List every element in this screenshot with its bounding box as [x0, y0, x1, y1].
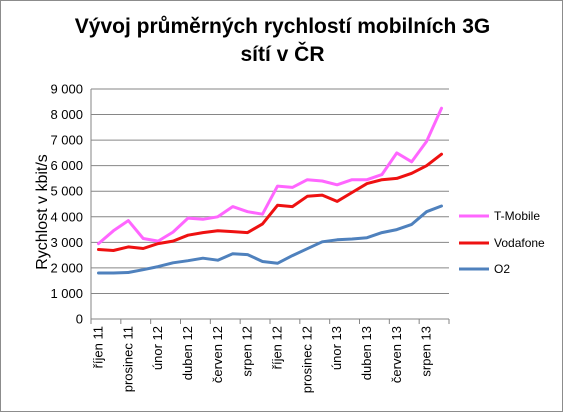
x-tick-label: srpen 12	[240, 326, 255, 377]
x-tick-label: červen 13	[389, 326, 404, 383]
y-tick-label: 5 000	[50, 184, 83, 199]
y-tick-label: 6 000	[50, 158, 83, 173]
x-axis-tick-labels: říjen 11 prosinec 11 únor 12 duben 12 červen…	[90, 326, 433, 393]
x-tick-label: říjen 12	[269, 326, 284, 369]
x-tick-label: únor 13	[329, 326, 344, 370]
legend-label-o2: O2	[494, 262, 510, 276]
series-lines	[97, 106, 443, 275]
x-tick-label: prosinec 12	[299, 326, 314, 393]
legend: T-Mobile Vodafone O2	[459, 209, 545, 276]
chart-title: Vývoj průměrných rychlostí mobilních 3G …	[1, 13, 564, 69]
legend-label-t-mobile: T-Mobile	[494, 209, 540, 223]
legend-label-vodafone: Vodafone	[494, 236, 545, 250]
axes	[90, 89, 450, 324]
x-tick-label: duben 13	[359, 326, 374, 380]
x-tick-label: červen 12	[210, 326, 225, 383]
series-line-vodafone	[97, 152, 443, 252]
y-tick-label: 4 000	[50, 209, 83, 224]
x-tick-label: říjen 11	[90, 326, 105, 368]
y-tick-label: 3 000	[50, 235, 83, 250]
x-tick-label: duben 12	[180, 326, 195, 380]
chart-title-line-1: Vývoj průměrných rychlostí mobilních 3G	[74, 15, 491, 38]
y-tick-label: 0	[76, 312, 83, 327]
chart-title-line-2: sítí v ČR	[240, 43, 325, 66]
y-tick-label: 8 000	[50, 107, 83, 122]
y-tick-label: 7 000	[50, 133, 83, 148]
series-line-t-mobile	[97, 106, 443, 246]
y-tick-label: 1 000	[50, 286, 83, 301]
x-tick-label: prosinec 11	[120, 326, 135, 392]
y-tick-label: 9 000	[50, 82, 83, 97]
y-axis-tick-labels: 0 1 000 2 000 3 000 4 000 5 000 6 000 7 000 8 00…	[50, 82, 83, 327]
y-axis-label: Rychlost v kbit/s	[34, 154, 51, 270]
y-tick-label: 2 000	[50, 260, 83, 275]
x-tick-label: únor 12	[150, 326, 165, 370]
series-line-o2	[97, 204, 443, 275]
x-tick-label: srpen 13	[419, 326, 434, 377]
